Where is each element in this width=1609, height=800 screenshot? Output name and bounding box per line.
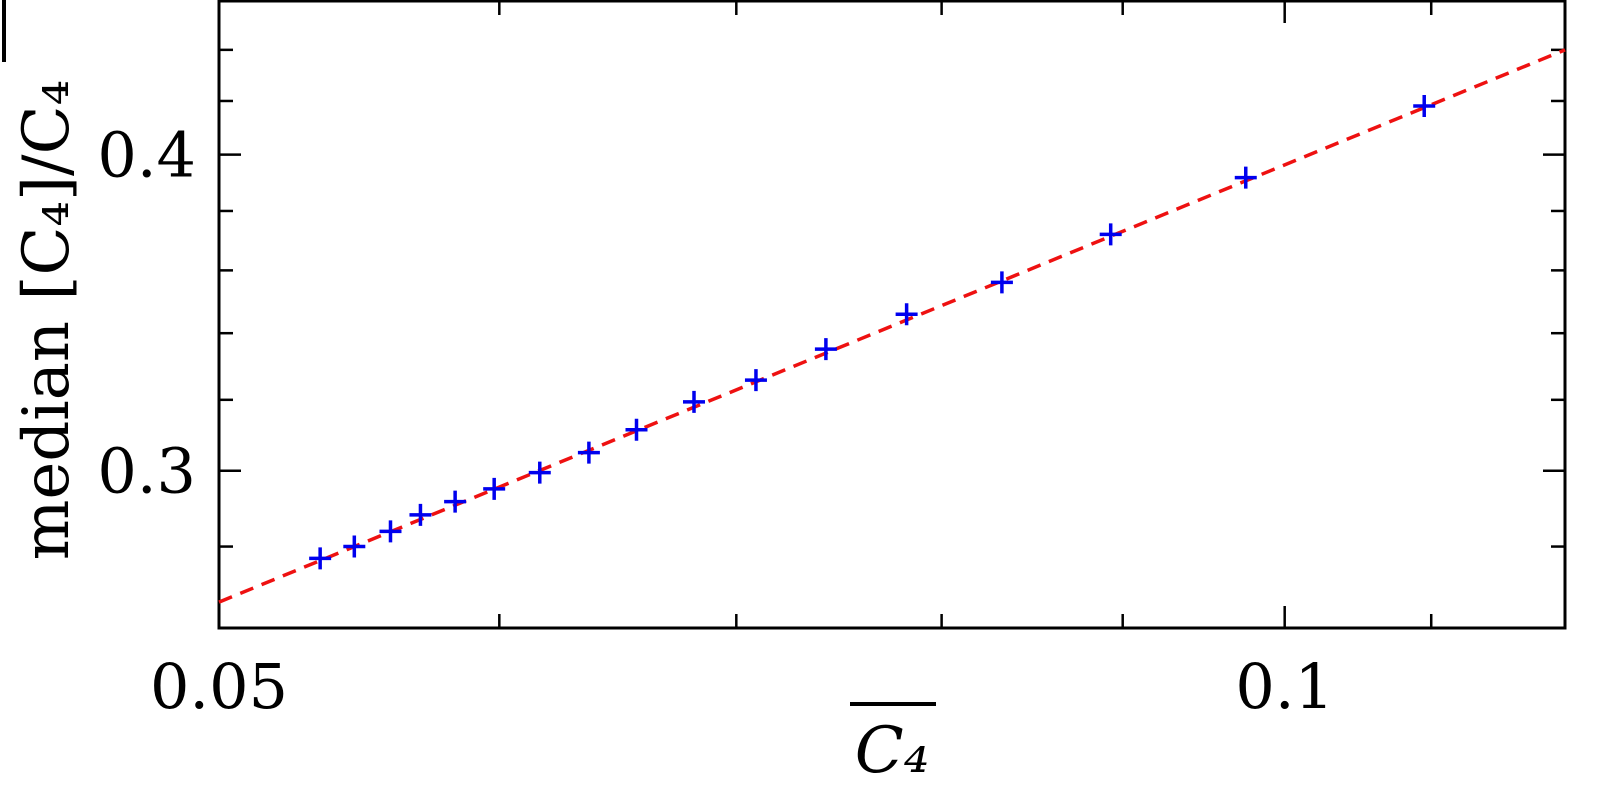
data-point — [1099, 223, 1122, 246]
data-point — [444, 490, 467, 513]
data-point — [379, 520, 402, 543]
data-point — [895, 303, 918, 326]
y-tick-label: 0.4 — [97, 119, 196, 192]
y-tick-label: 0.3 — [97, 435, 196, 508]
y-axis-label: median [C₄]/C₄ — [10, 80, 84, 560]
data-point — [814, 338, 837, 361]
data-point — [528, 461, 551, 484]
fit-line — [218, 48, 1566, 604]
x-axis-label: C₄ — [855, 714, 930, 788]
x-tick-label: 0.1 — [1235, 650, 1334, 723]
plot-frame — [217, 0, 1567, 630]
data-point — [309, 547, 332, 570]
data-point — [990, 271, 1013, 294]
data-point — [343, 535, 366, 558]
data-point — [1234, 166, 1257, 189]
data-point — [625, 418, 648, 441]
data-point — [1413, 94, 1436, 117]
data-point — [744, 369, 767, 392]
data-point — [483, 477, 506, 500]
data-point — [577, 441, 600, 464]
data-point — [683, 390, 706, 413]
x-tick-label: 0.05 — [150, 650, 288, 723]
data-point — [409, 503, 432, 526]
